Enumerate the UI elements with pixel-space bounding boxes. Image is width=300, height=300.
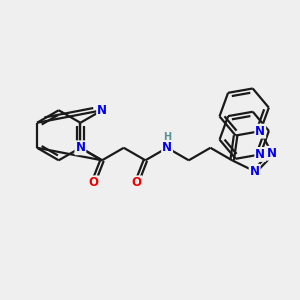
Text: N: N (255, 148, 265, 161)
Text: N: N (162, 141, 172, 154)
Text: N: N (97, 104, 107, 117)
Text: N: N (75, 141, 85, 154)
Text: N: N (250, 165, 260, 178)
Text: N: N (255, 125, 265, 138)
Text: N: N (267, 147, 277, 160)
Text: H: H (163, 133, 171, 142)
Text: O: O (132, 176, 142, 189)
Text: O: O (88, 176, 98, 189)
